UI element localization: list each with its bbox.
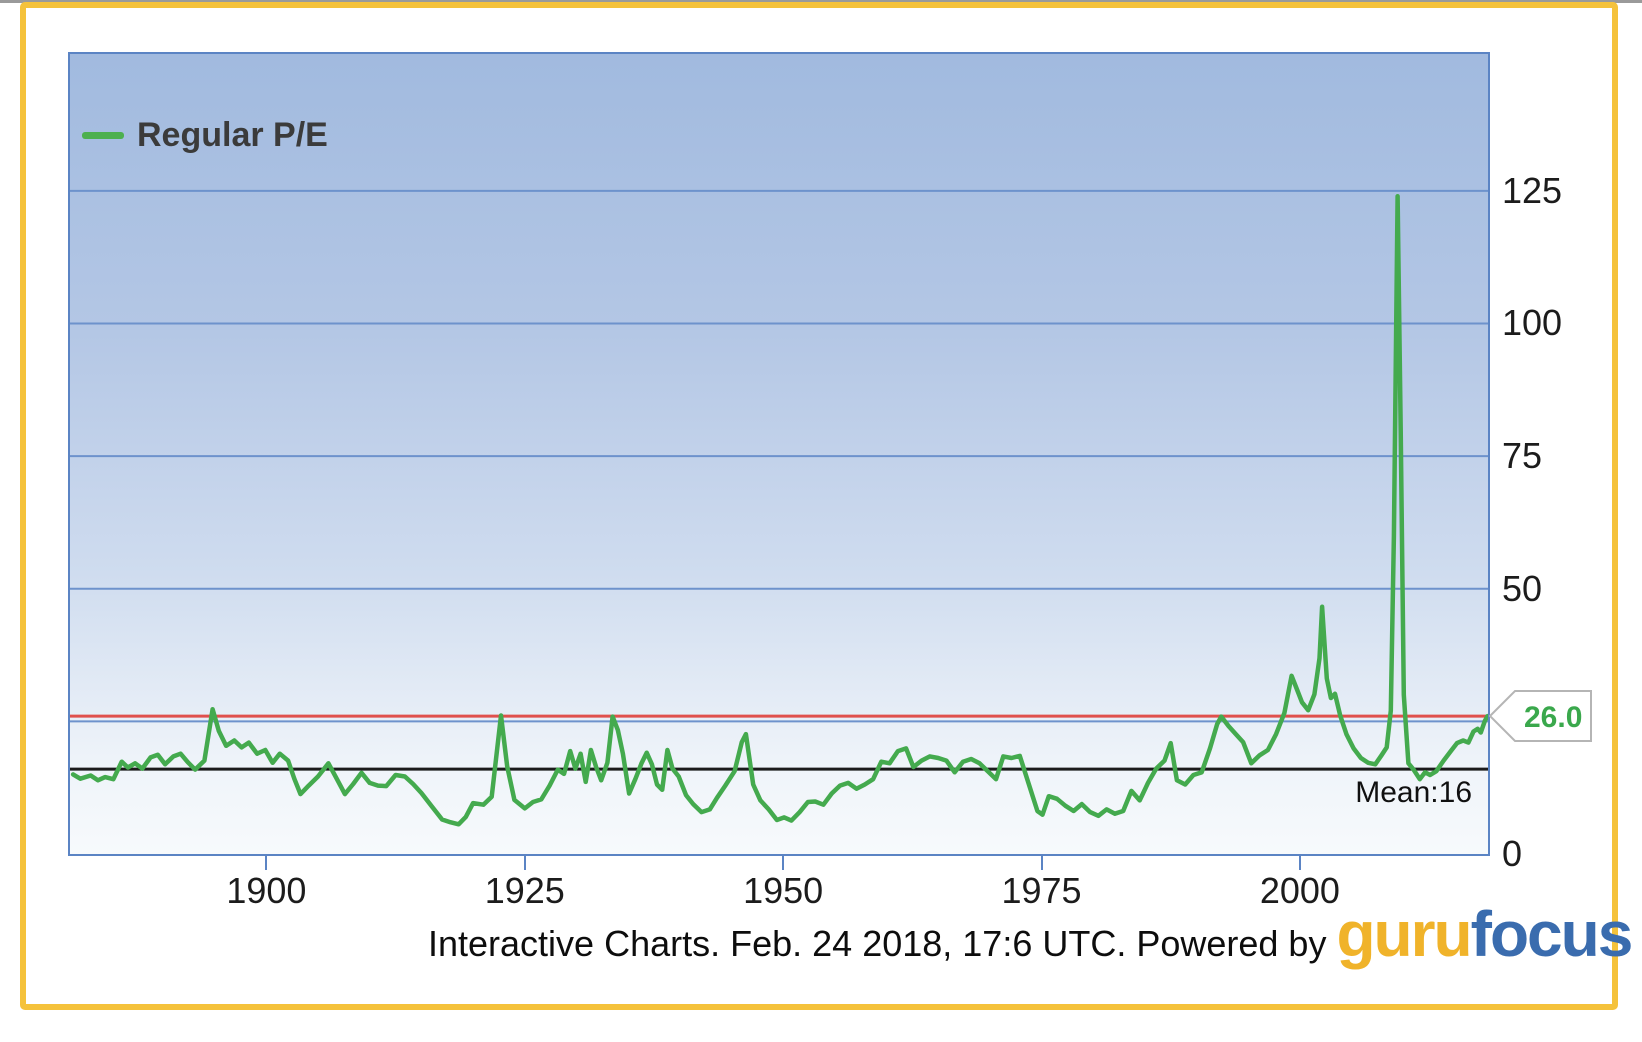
legend-line-swatch: [82, 132, 124, 139]
legend-label: Regular P/E: [137, 116, 328, 154]
caption-text: Interactive Charts. Feb. 24 2018, 17:6 U…: [428, 923, 1327, 964]
y-axis-label-100: 100: [1502, 302, 1563, 344]
y-axis-label-50: 50: [1502, 567, 1543, 609]
x-axis-tick-1975: [1040, 856, 1043, 870]
legend-item-regular-pe[interactable]: Regular P/E: [82, 116, 328, 155]
x-axis-label-1900: 1900: [226, 870, 307, 911]
y-axis-label-125: 125: [1502, 169, 1563, 211]
callout-value-text: 26.0: [1524, 701, 1582, 734]
logo-guru-text: guru: [1336, 898, 1472, 970]
x-axis-label-2000: 2000: [1259, 870, 1340, 911]
x-axis-label-1925: 1925: [484, 870, 565, 911]
logo-focus-text: focus: [1470, 898, 1634, 970]
callout-tag-shape: [1488, 690, 1592, 742]
x-axis-label-1950: 1950: [743, 870, 824, 911]
y-axis-label-0: 0: [1502, 833, 1523, 874]
gurufocus-logo[interactable]: gurufocus: [1336, 902, 1633, 966]
plot-area[interactable]: Regular P/E Mean:16: [68, 52, 1490, 856]
chart-canvas[interactable]: [70, 54, 1488, 854]
y-axis-label-75: 75: [1502, 435, 1543, 477]
caption-row: Interactive Charts. Feb. 24 2018, 17:6 U…: [428, 902, 1633, 966]
x-axis-tick-1950: [782, 856, 785, 870]
x-axis-label-1975: 1975: [1001, 870, 1082, 911]
x-axis-tick-1900: [265, 856, 268, 870]
current-value-callout: 26.0: [1488, 690, 1592, 742]
series-line-regular-pe[interactable]: [70, 193, 1488, 827]
x-axis-tick-2000: [1298, 856, 1301, 870]
x-axis-tick-1925: [523, 856, 526, 870]
mean-line-label: Mean:16: [1355, 776, 1472, 809]
window-top-edge: [0, 0, 1642, 3]
